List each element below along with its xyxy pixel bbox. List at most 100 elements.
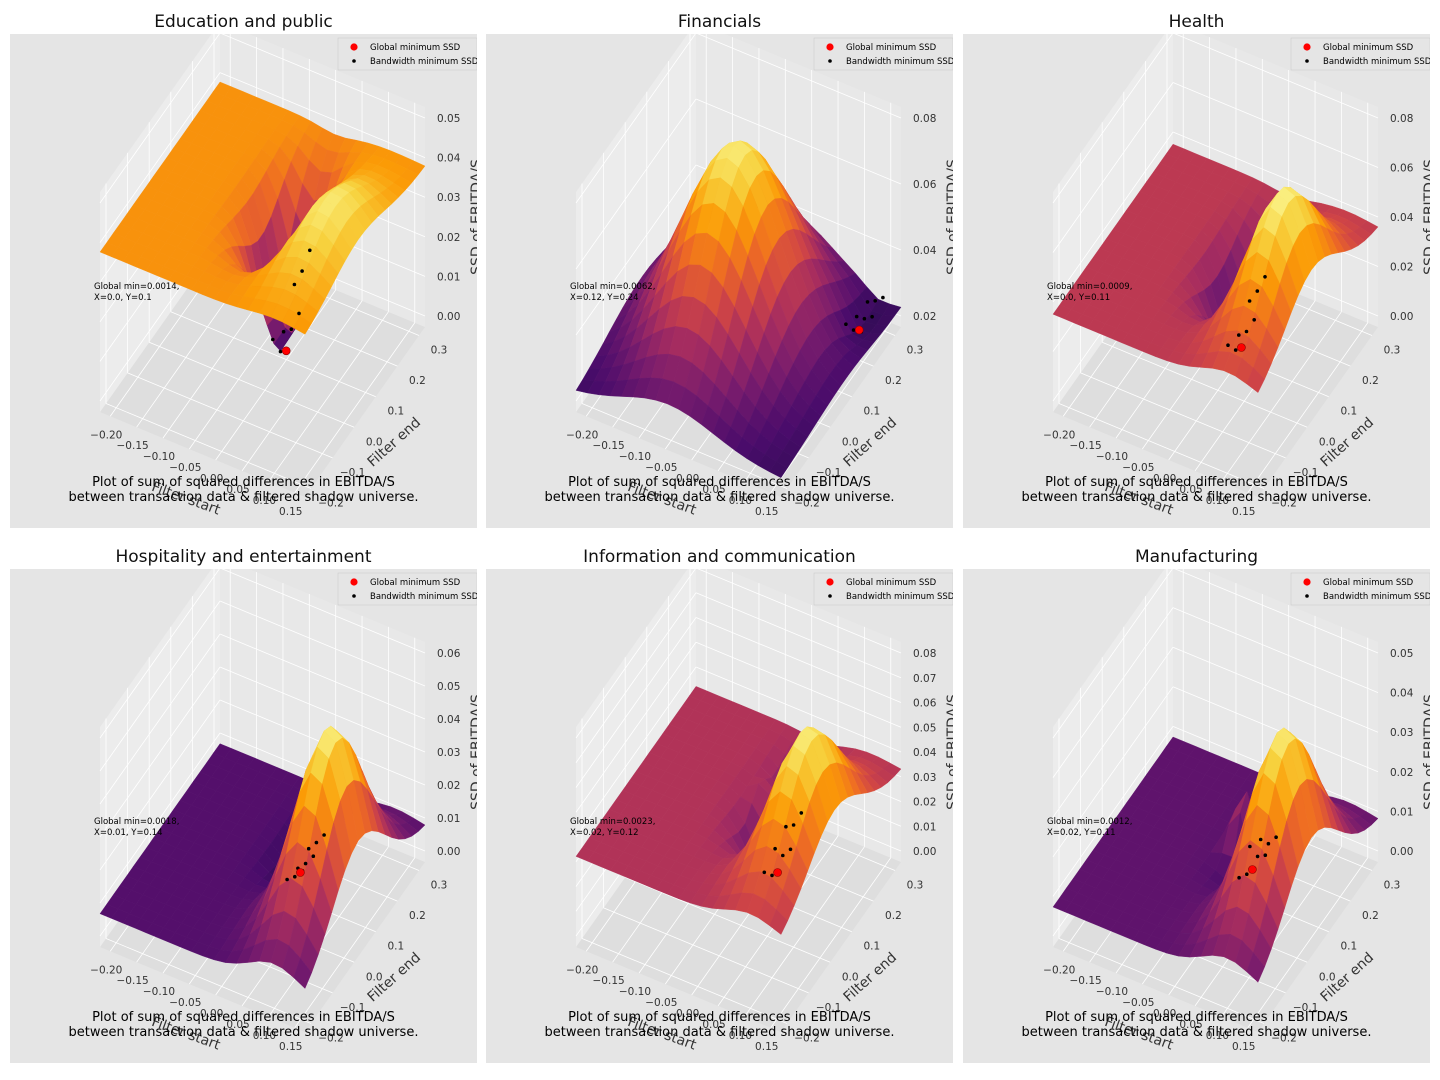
z-tick-label: 0.06	[913, 179, 937, 191]
caption-line1: Plot of sum of squared differences in EB…	[1045, 475, 1348, 490]
z-tick-label: 0.06	[913, 698, 937, 710]
x-tick-label: −0.15	[1070, 975, 1102, 987]
legend-global-label: Global minimum SSD	[1323, 43, 1414, 53]
caption-line2: between transaction data & filtered shad…	[69, 1025, 419, 1040]
x-tick-label: 0.15	[279, 1041, 302, 1053]
gridline-z	[219, 72, 426, 158]
surface-mesh	[99, 725, 426, 989]
x-tick-label: 0.00	[200, 473, 223, 485]
z-tick-label: 0.02	[1390, 767, 1413, 779]
caption-line1: Plot of sum of squared differences in EB…	[92, 475, 395, 490]
x-tick-label: −0.15	[593, 975, 625, 987]
gridline-z	[221, 34, 426, 119]
z-tick-label: 0.01	[913, 821, 936, 833]
gridline-y	[105, 403, 312, 489]
gridline-z	[99, 569, 220, 739]
gridline-z	[99, 666, 221, 838]
bandwidth-min-point	[1247, 299, 1252, 303]
x-tick-label: 0.05	[226, 1019, 249, 1031]
y-tick-label: 0.1	[863, 941, 880, 953]
x-tick-label: −0.10	[1096, 986, 1128, 998]
z-tick-label: 0.02	[913, 797, 936, 809]
x-tick-label: 0.05	[226, 484, 249, 496]
x-tick-label: 0.05	[1179, 484, 1202, 496]
gridline-y	[581, 938, 788, 1024]
x-tick-label: −0.05	[645, 462, 677, 474]
z-tick-label: 0.00	[1390, 311, 1413, 323]
bandwidth-min-point	[1244, 329, 1249, 334]
z-tick-label: 0.03	[1390, 727, 1413, 739]
bandwidth-min-point	[1226, 343, 1230, 348]
legend: Global minimum SSD Bandwidth minimum SSD	[1290, 572, 1430, 606]
bandwidth-min-point	[851, 328, 856, 332]
legend: Global minimum SSD Bandwidth minimum SSD	[1290, 37, 1430, 71]
min-annotation-line1: Global min=0.0023,	[570, 817, 655, 827]
y-tick-label: −0.2	[318, 1033, 344, 1045]
legend-global-marker	[350, 43, 358, 51]
gridline-z	[1052, 131, 1174, 303]
y-tick-label: −0.1	[816, 1002, 842, 1014]
gridline-x	[268, 846, 389, 1018]
bandwidth-min-point	[873, 299, 877, 303]
gridline-z	[1174, 569, 1379, 654]
x-tick-label: 0.10	[729, 1030, 752, 1042]
gridline-y	[1080, 372, 1286, 459]
chart-title: Financials	[677, 12, 762, 32]
legend-global-label: Global minimum SSD	[370, 43, 461, 53]
min-annotation-line2: X=0.01, Y=0.14	[94, 828, 163, 838]
z-tick-label: 0.08	[913, 113, 936, 125]
bandwidth-min-point	[1263, 853, 1268, 857]
chart-title: Manufacturing	[1134, 547, 1259, 567]
gridline-y	[149, 341, 355, 428]
y-tick-label: 0.1	[1340, 406, 1357, 418]
gridline-z	[221, 569, 426, 654]
gridline-z	[99, 600, 221, 772]
z-tick-label: 0.02	[1390, 262, 1413, 274]
bandwidth-min-point	[1255, 854, 1260, 859]
bandwidth-min-point	[1258, 837, 1263, 842]
bandwidth-min-point	[1237, 875, 1241, 880]
caption-line1: Plot of sum of squared differences in EB…	[1045, 1010, 1348, 1025]
bandwidth-min-point	[285, 877, 289, 882]
bandwidth-min-point	[1233, 348, 1238, 352]
bandwidth-min-point	[870, 314, 874, 319]
gridline-z	[219, 600, 426, 687]
y-tick-label: −0.1	[1293, 467, 1319, 479]
x-tick-label: −0.20	[1043, 964, 1075, 976]
gridline-y	[581, 403, 788, 489]
chart-title: Education and public	[154, 12, 333, 32]
y-tick-label: 0.2	[409, 375, 426, 387]
z-tick-label: 0.00	[437, 846, 460, 858]
gridline-z	[1052, 34, 1173, 204]
legend-bandwidth-label: Bandwidth minimum SSD	[370, 57, 477, 67]
gridline-z	[1052, 569, 1173, 739]
y-tick-label: −0.2	[794, 1033, 820, 1045]
legend-box	[813, 572, 953, 606]
x-tick-label: 0.05	[1179, 1019, 1202, 1031]
chart-title: Information and communication	[583, 547, 856, 567]
min-annotation-line1: Global min=0.0009,	[1047, 282, 1132, 292]
gridline-z	[1052, 686, 1174, 858]
gridline-z	[99, 34, 220, 204]
bandwidth-min-point	[293, 874, 297, 879]
bandwidth-min-point	[781, 853, 785, 858]
y-tick-label: −0.1	[340, 467, 366, 479]
z-tick-label: 0.01	[437, 271, 460, 283]
min-annotation-line2: X=0.0, Y=0.1	[94, 293, 152, 303]
bandwidth-min-point	[289, 327, 294, 332]
z-tick-label: 0.05	[913, 722, 936, 734]
bandwidth-min-point	[1274, 835, 1278, 839]
legend: Global minimum SSD Bandwidth minimum SSD	[813, 37, 953, 71]
y-tick-label: 0.2	[1362, 375, 1379, 387]
bandwidth-min-point	[770, 873, 774, 878]
min-annotation-line1: Global min=0.0018,	[94, 817, 179, 827]
surface-cell	[1246, 367, 1265, 393]
gridline-z	[1172, 131, 1379, 218]
min-annotation-line1: Global min=0.0062,	[570, 282, 655, 292]
caption-line2: between transaction data & filtered shad…	[69, 490, 419, 505]
chart-panel: Health −0.20 −0.15 −0.10 −0.05 0.00 0.05 0.10 0.…	[963, 12, 1430, 528]
caption-line2: between transaction data & filtered shad…	[1022, 1025, 1372, 1040]
y-tick-label: 0.1	[387, 406, 404, 418]
legend-bandwidth-label: Bandwidth minimum SSD	[1323, 57, 1430, 67]
y-tick-label: 0.2	[885, 910, 902, 922]
